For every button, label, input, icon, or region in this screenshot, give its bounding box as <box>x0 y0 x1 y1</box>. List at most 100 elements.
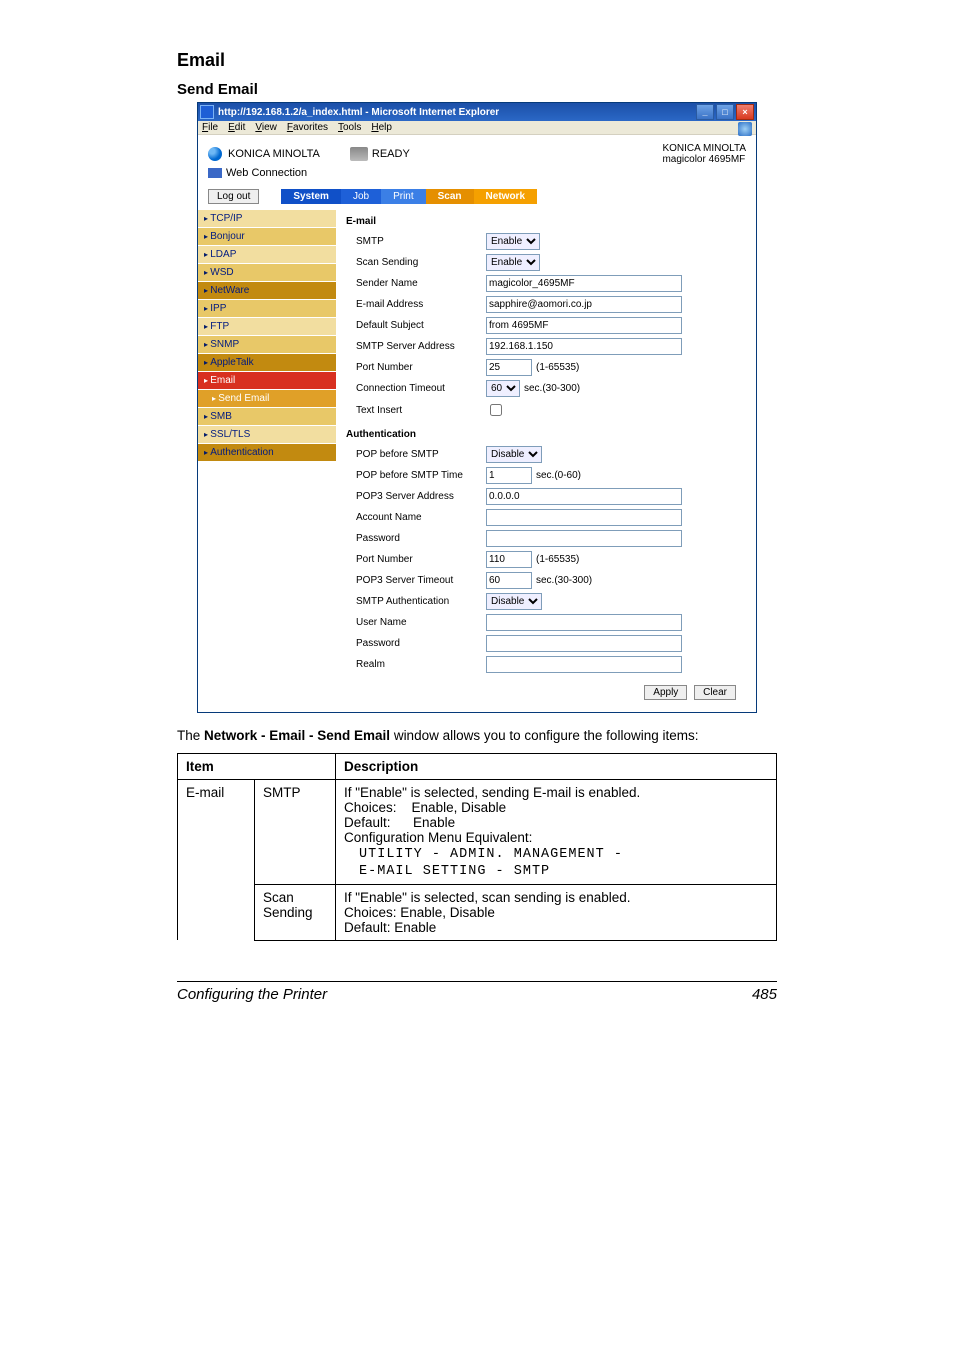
sidebar-item-appletalk[interactable]: AppleTalk <box>198 354 336 372</box>
checkbox-text-insert[interactable] <box>490 404 502 416</box>
form-area: E-mail SMTP Enable Scan Sending Enable S… <box>336 210 756 712</box>
menu-favorites[interactable]: Favorites <box>287 122 328 133</box>
sidebar-item-wsd[interactable]: WSD <box>198 264 336 282</box>
input-password[interactable] <box>486 530 682 547</box>
tab-print[interactable]: Print <box>381 189 426 204</box>
tab-job[interactable]: Job <box>341 189 381 204</box>
menu-edit[interactable]: Edit <box>228 122 245 133</box>
menu-tools[interactable]: Tools <box>338 122 361 133</box>
cell-email: E-mail <box>178 779 255 940</box>
ie-icon <box>200 105 214 119</box>
input-email-address[interactable] <box>486 296 682 313</box>
sidebar-item-ssl[interactable]: SSL/TLS <box>198 426 336 444</box>
select-conn-timeout[interactable]: 60 <box>486 380 520 397</box>
r1l4: Configuration Menu Equivalent: <box>344 830 532 845</box>
status-ready: READY <box>372 148 410 160</box>
brand-name: KONICA MINOLTA <box>228 148 320 160</box>
select-scan-sending[interactable]: Enable <box>486 254 540 271</box>
group-email: E-mail <box>346 216 746 227</box>
input-password2[interactable] <box>486 635 682 652</box>
brand-right-2: magicolor 4695MF <box>662 154 746 165</box>
footer-page: 485 <box>752 986 777 1003</box>
cell-scan-sending: Scan Sending <box>255 884 336 940</box>
heading-email: Email <box>177 50 777 71</box>
menu-file[interactable]: File <box>202 122 218 133</box>
input-port[interactable] <box>486 359 532 376</box>
label-smtp-auth: SMTP Authentication <box>346 596 486 607</box>
select-smtp[interactable]: Enable <box>486 233 540 250</box>
input-pop3-timeout[interactable] <box>486 572 532 589</box>
sidebar-item-ldap[interactable]: LDAP <box>198 246 336 264</box>
input-default-subject[interactable] <box>486 317 682 334</box>
input-user[interactable] <box>486 614 682 631</box>
sidebar-item-netware[interactable]: NetWare <box>198 282 336 300</box>
input-account[interactable] <box>486 509 682 526</box>
sidebar-item-snmp[interactable]: SNMP <box>198 336 336 354</box>
input-smtp-server[interactable] <box>486 338 682 355</box>
label-pop-before: POP before SMTP <box>346 449 486 460</box>
logout-button[interactable]: Log out <box>208 189 259 204</box>
heading-send-email: Send Email <box>177 81 777 98</box>
r2c2a: Scan <box>263 890 294 905</box>
webconn-label: Web Connection <box>226 167 307 179</box>
r2l2: Choices: Enable, Disable <box>344 905 495 920</box>
sidebar-item-ftp[interactable]: FTP <box>198 318 336 336</box>
sidebar-item-tcpip[interactable]: TCP/IP <box>198 210 336 228</box>
pop-time-suffix: sec.(0-60) <box>536 470 581 481</box>
sidebar-item-bonjour[interactable]: Bonjour <box>198 228 336 246</box>
webconn-icon <box>208 168 222 178</box>
brand-right: KONICA MINOLTA magicolor 4695MF <box>662 143 746 165</box>
label-realm: Realm <box>346 659 486 670</box>
input-pop-time[interactable] <box>486 467 532 484</box>
port2-range: (1-65535) <box>536 554 579 565</box>
label-pop3-server: POP3 Server Address <box>346 491 486 502</box>
r1l6: E-MAIL SETTING - SMTP <box>359 864 550 879</box>
label-email-address: E-mail Address <box>346 299 486 310</box>
label-smtp: SMTP <box>346 236 486 247</box>
input-realm[interactable] <box>486 656 682 673</box>
label-password: Password <box>346 533 486 544</box>
label-account: Account Name <box>346 512 486 523</box>
apply-button[interactable]: Apply <box>644 685 687 700</box>
label-smtp-server: SMTP Server Address <box>346 341 486 352</box>
r1l1: If "Enable" is selected, sending E-mail … <box>344 785 640 800</box>
sidebar-item-auth[interactable]: Authentication <box>198 444 336 462</box>
menu-help[interactable]: Help <box>371 122 392 133</box>
th-item: Item <box>178 753 336 779</box>
sidebar-item-ipp[interactable]: IPP <box>198 300 336 318</box>
input-port2[interactable] <box>486 551 532 568</box>
label-pop3-timeout: POP3 Server Timeout <box>346 575 486 586</box>
printer-icon <box>350 147 368 161</box>
label-conn-timeout: Connection Timeout <box>346 383 486 394</box>
tab-network[interactable]: Network <box>474 189 537 204</box>
body-paragraph: The Network - Email - Send Email window … <box>177 727 777 745</box>
close-button[interactable]: × <box>736 104 754 120</box>
page-content: KONICA MINOLTA READY KONICA MINOLTA magi… <box>198 135 756 712</box>
p1a: The <box>177 728 204 743</box>
maximize-button[interactable]: □ <box>716 104 734 120</box>
r2c2b: Sending <box>263 905 313 920</box>
sidebar-item-smb[interactable]: SMB <box>198 408 336 426</box>
tab-system[interactable]: System <box>281 189 341 204</box>
label-user: User Name <box>346 617 486 628</box>
minimize-button[interactable]: _ <box>696 104 714 120</box>
sidebar-item-email[interactable]: Email <box>198 372 336 390</box>
menu-view[interactable]: View <box>255 122 277 133</box>
label-scan-sending: Scan Sending <box>346 257 486 268</box>
cell-scan-desc: If "Enable" is selected, scan sending is… <box>336 884 777 940</box>
sidebar-item-send-email[interactable]: Send Email <box>198 390 336 408</box>
conn-timeout-suffix: sec.(30-300) <box>524 383 580 394</box>
km-logo-icon <box>208 147 222 161</box>
clear-button[interactable]: Clear <box>694 685 736 700</box>
label-pop-time: POP before SMTP Time <box>346 470 486 481</box>
input-sender-name[interactable] <box>486 275 682 292</box>
description-table: Item Description E-mail SMTP If "Enable"… <box>177 753 777 941</box>
r2l1: If "Enable" is selected, scan sending is… <box>344 890 631 905</box>
select-pop-before[interactable]: Disable <box>486 446 542 463</box>
window-title: http://192.168.1.2/a_index.html - Micros… <box>218 107 696 118</box>
browser-window: http://192.168.1.2/a_index.html - Micros… <box>197 102 757 713</box>
tab-scan[interactable]: Scan <box>426 189 474 204</box>
select-smtp-auth[interactable]: Disable <box>486 593 542 610</box>
input-pop3-server[interactable] <box>486 488 682 505</box>
label-sender-name: Sender Name <box>346 278 486 289</box>
